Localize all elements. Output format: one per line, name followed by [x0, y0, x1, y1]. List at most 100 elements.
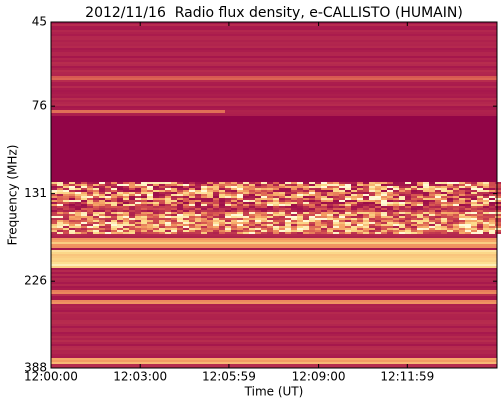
spectrum-cell [225, 226, 231, 228]
spectrum-cell [327, 216, 333, 218]
spectrum-row [51, 88, 497, 90]
spectrum-cell [465, 230, 471, 232]
spectrum-cell [87, 192, 93, 194]
spectrum-cell [393, 222, 399, 224]
spectrum-cell [285, 228, 291, 230]
spectrum-cell [447, 216, 453, 218]
spectrum-cell [417, 218, 423, 220]
spectrum-cell [165, 204, 171, 206]
spectrum-cell [303, 198, 309, 200]
spectrum-cell [309, 228, 315, 230]
spectrum-cell [51, 210, 57, 212]
spectrum-cell [339, 222, 345, 224]
spectrum-cell [111, 192, 117, 194]
spectrum-cell [339, 198, 345, 200]
spectrum-cell [429, 202, 435, 204]
spectrum-cell [453, 210, 459, 212]
spectrum-cell [339, 200, 345, 202]
spectrum-cell [279, 216, 285, 218]
spectrum-cell [177, 208, 183, 210]
spectrum-cell [57, 218, 63, 220]
spectrum-cell [159, 202, 165, 204]
spectrum-cell [111, 204, 117, 206]
spectrum-cell [465, 220, 471, 222]
spectrum-cell [339, 218, 345, 220]
spectrum-row [51, 342, 497, 344]
spectrum-cell [153, 204, 159, 206]
spectrum-cell [297, 220, 303, 222]
spectrum-cell [51, 182, 57, 184]
spectrum-cell [459, 204, 465, 206]
spectrum-cell [303, 222, 309, 224]
spectrum-cell [87, 208, 93, 210]
spectrum-cell [189, 184, 195, 186]
spectrum-cell [213, 190, 219, 192]
spectrum-cell [105, 188, 111, 190]
spectrum-cell [315, 182, 321, 184]
spectrum-cell [255, 212, 261, 214]
spectrum-cell [117, 186, 123, 188]
spectrum-cell [339, 202, 345, 204]
spectrum-cell [219, 212, 225, 214]
spectrum-cell [477, 188, 483, 190]
spectrum-cell [423, 188, 429, 190]
spectrum-cell [237, 182, 243, 184]
x-tick-label: 12:03:00 [113, 370, 167, 384]
spectrum-cell [123, 202, 129, 204]
spectrum-cell [141, 194, 147, 196]
spectrum-cell [297, 194, 303, 196]
spectrum-cell [309, 224, 315, 226]
spectrum-cell [87, 196, 93, 198]
spectrum-cell [309, 230, 315, 232]
spectrum-cell [423, 230, 429, 232]
spectrum-row [51, 316, 497, 318]
spectrum-cell [351, 204, 357, 206]
spectrum-cell [309, 202, 315, 204]
spectrum-cell [351, 186, 357, 188]
spectrum-row [51, 354, 497, 356]
spectrum-cell [315, 204, 321, 206]
spectrum-cell [351, 192, 357, 194]
spectrum-cell [423, 224, 429, 226]
spectrum-cell [495, 200, 501, 202]
spectrum-cell [345, 204, 351, 206]
spectrum-cell [369, 226, 375, 228]
spectrum-cell [303, 186, 309, 188]
spectrum-cell [237, 216, 243, 218]
spectrum-cell [87, 198, 93, 200]
spectrum-cell [189, 208, 195, 210]
spectrum-cell [381, 182, 387, 184]
spectrum-cell [471, 210, 477, 212]
spectrum-cell [219, 228, 225, 230]
spectrum-cell [483, 218, 489, 220]
spectrum-cell [459, 198, 465, 200]
spectrum-cell [195, 232, 201, 234]
spectrum-cell [153, 212, 159, 214]
spectrum-cell [81, 216, 87, 218]
spectrum-cell [159, 228, 165, 230]
spectrum-cell [291, 222, 297, 224]
spectrum-cell [231, 208, 237, 210]
spectrum-cell [453, 194, 459, 196]
spectrum-cell [189, 182, 195, 184]
spectrum-cell [51, 192, 57, 194]
spectrum-cell [171, 202, 177, 204]
spectrum-cell [441, 208, 447, 210]
spectrum-cell [291, 216, 297, 218]
spectrum-cell [399, 224, 405, 226]
spectrum-cell [303, 218, 309, 220]
spectrum-cell [351, 210, 357, 212]
spectrum-cell [207, 194, 213, 196]
spectrum-cell [123, 186, 129, 188]
spectrum-cell [399, 216, 405, 218]
spectrum-cell [291, 212, 297, 214]
spectrum-cell [99, 232, 105, 234]
spectrum-row [51, 340, 497, 342]
spectrum-cell [309, 196, 315, 198]
spectrum-cell [489, 212, 495, 214]
spectrum-cell [93, 216, 99, 218]
spectrum-cell [201, 214, 207, 216]
spectrum-cell [213, 192, 219, 194]
spectrum-cell [111, 202, 117, 204]
spectrum-cell [393, 228, 399, 230]
